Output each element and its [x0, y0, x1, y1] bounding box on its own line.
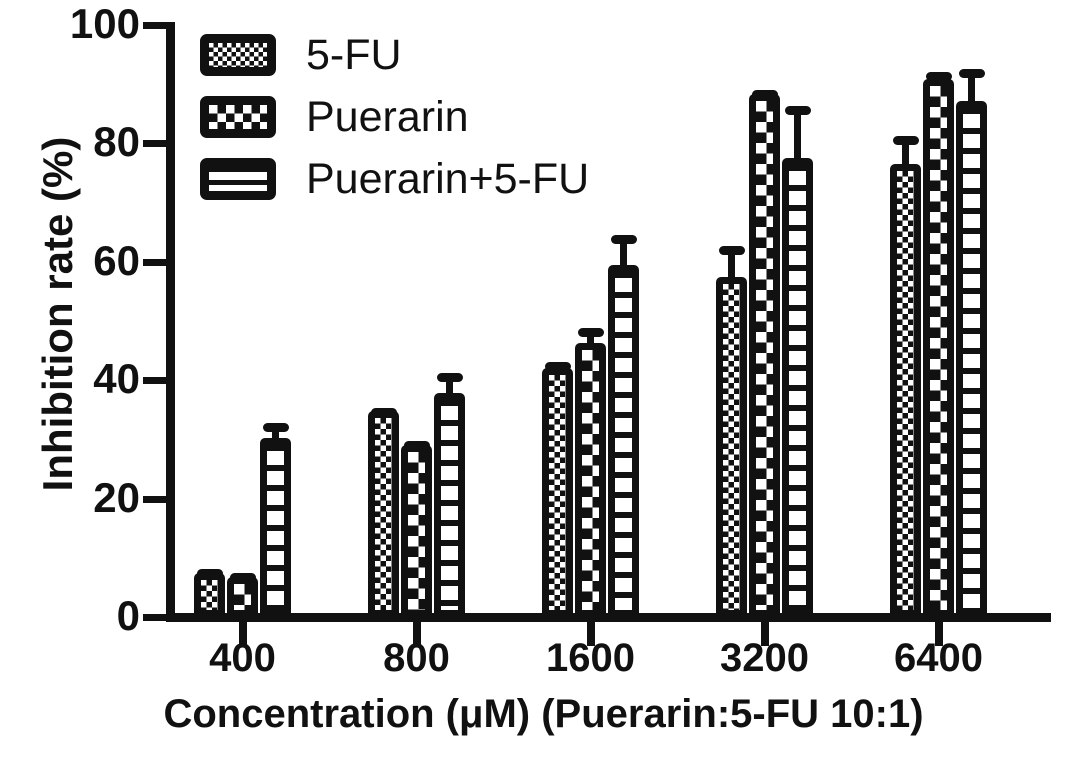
x-tick-label-6400: 6400	[894, 636, 983, 680]
legend-label: Puerarin	[306, 92, 469, 141]
bar-5-fu-400	[194, 572, 225, 617]
error-bar-cap	[544, 362, 571, 372]
error-bar-cap	[718, 245, 745, 255]
y-tick-label: 80	[93, 118, 140, 166]
bar-5-fu-800	[368, 410, 399, 617]
y-tick-label: 40	[93, 355, 140, 403]
x-tick-mark	[586, 620, 595, 646]
error-bar-stem	[968, 69, 975, 105]
bar-puerarin-400	[227, 576, 258, 617]
y-tick-mark	[143, 614, 169, 621]
bar-5-fu-3200	[716, 276, 747, 617]
bar-puerarin-5-fu-400	[260, 438, 291, 617]
bar-puerarin-6400	[923, 78, 954, 617]
y-tick-mark	[143, 22, 169, 29]
error-bar-cap	[436, 372, 463, 382]
legend-label: 5-FU	[306, 30, 402, 79]
error-bar-stem	[620, 234, 627, 270]
bar-puerarin-3200	[749, 94, 780, 617]
error-bar-cap	[892, 135, 919, 145]
legend-label: Puerarin+5-FU	[306, 154, 590, 203]
error-bar-stem	[446, 372, 453, 398]
error-bar-cap	[577, 328, 604, 338]
bar-puerarin-5-fu-800	[434, 393, 465, 617]
x-tick-label-400: 400	[209, 636, 276, 680]
bar-5-fu-6400	[890, 164, 921, 617]
bar-puerarin-1600	[575, 342, 606, 617]
x-axis-line	[166, 613, 1051, 622]
legend-item-puerarin-5-fu[interactable]: Puerarin+5-FU	[200, 148, 589, 210]
error-bar-cap	[262, 423, 289, 433]
x-tick-mark	[412, 620, 421, 646]
y-tick-label: 60	[93, 236, 140, 284]
legend-swatch-icon	[200, 96, 276, 138]
error-bar-cap	[196, 569, 223, 579]
bar-puerarin-5-fu-1600	[608, 265, 639, 617]
error-bar-cap	[925, 71, 952, 81]
y-tick-label: 100	[69, 0, 140, 47]
error-bar-cap	[958, 69, 985, 79]
error-bar-stem	[728, 245, 735, 281]
legend: 5-FU Puerarin Puerarin+5-FU	[200, 24, 589, 210]
error-bar-cap	[370, 408, 397, 418]
bar-puerarin-5-fu-3200	[782, 158, 813, 617]
x-tick-label-3200: 3200	[720, 636, 809, 680]
error-bar-cap	[784, 106, 811, 116]
y-tick-label: 0	[116, 592, 140, 639]
y-axis-line	[166, 22, 175, 622]
y-tick-mark	[143, 258, 169, 266]
error-bar-stem	[272, 423, 279, 443]
bar-puerarin-800	[401, 445, 432, 617]
y-tick-label: 20	[93, 473, 140, 521]
y-tick-mark	[143, 495, 169, 503]
error-bar-stem	[587, 328, 594, 347]
error-bar-stem	[902, 135, 909, 169]
x-tick-label-800: 800	[383, 636, 450, 680]
bar-5-fu-1600	[542, 368, 573, 617]
legend-item-5-fu[interactable]: 5-FU	[200, 24, 589, 86]
error-bar-cap	[403, 440, 430, 450]
error-bar-cap	[610, 234, 637, 244]
y-tick-mark	[143, 377, 169, 385]
error-bar-cap	[751, 89, 778, 99]
error-bar-stem	[794, 106, 801, 163]
y-tick-mark	[143, 140, 169, 148]
x-tick-mark	[934, 620, 943, 646]
legend-swatch-icon	[200, 158, 276, 200]
bar-puerarin-5-fu-6400	[956, 100, 987, 617]
error-bar-cap	[229, 573, 256, 583]
y-axis-title: Inhibition rate (%)	[34, 136, 81, 492]
x-tick-mark	[760, 620, 769, 646]
x-tick-mark	[238, 620, 247, 646]
legend-swatch-icon	[200, 34, 276, 76]
legend-item-puerarin[interactable]: Puerarin	[200, 86, 589, 148]
x-axis-title: Concentration (μM) (Puerarin:5-FU 10:1)	[163, 692, 924, 736]
x-tick-label-1600: 1600	[546, 636, 635, 680]
